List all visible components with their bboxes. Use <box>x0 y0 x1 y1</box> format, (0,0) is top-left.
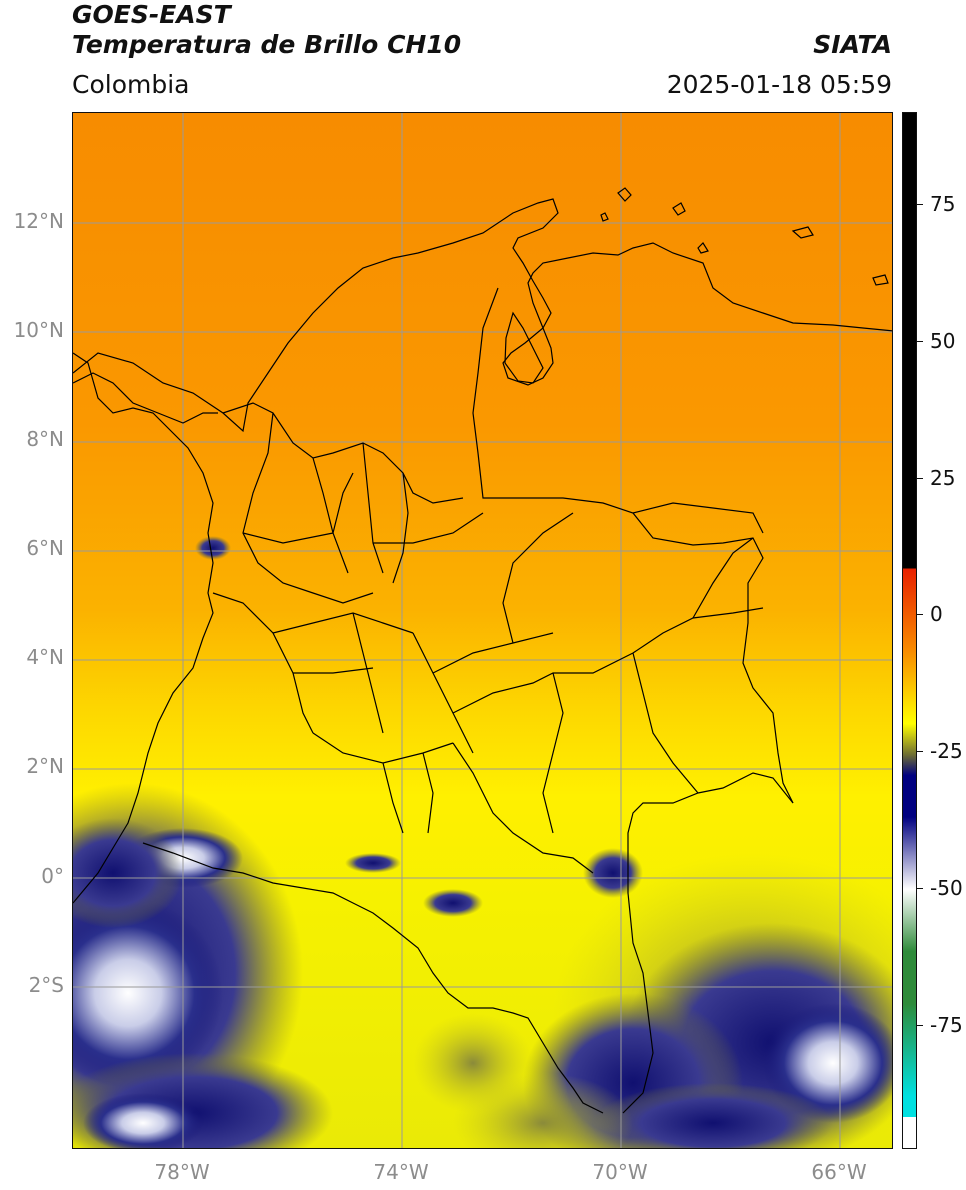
lon-label-74w: 74°W <box>373 1160 429 1184</box>
colorbar-label-minus50: -50 <box>930 876 963 900</box>
colorbar-label-75: 75 <box>930 192 956 216</box>
colombia-venezuela-border <box>472 287 794 804</box>
cloud-field-southeast <box>195 536 892 1148</box>
satellite-title: GOES-EAST <box>72 0 231 29</box>
colorbar-tick <box>917 204 923 205</box>
region-label: Colombia <box>72 70 190 99</box>
colorbar-tick <box>917 341 923 342</box>
lat-label-10n: 10°N <box>13 318 64 342</box>
product-title: Temperatura de Brillo CH10 <box>72 30 462 59</box>
colorbar-label-50: 50 <box>930 329 956 353</box>
venezuela-lines <box>632 502 764 619</box>
cloud-field-southwest <box>73 783 333 1148</box>
colorbar-tick <box>917 614 923 615</box>
caribbean-coastline <box>73 198 892 433</box>
lat-label-6n: 6°N <box>26 536 64 560</box>
colorbar-tick <box>917 888 923 889</box>
brightness-temperature-map <box>72 112 893 1149</box>
lat-label-2s: 2°S <box>28 973 64 997</box>
brand-label: SIATA <box>813 30 892 59</box>
colombia-brazil-border <box>622 772 794 1114</box>
colorbar-tick <box>917 751 923 752</box>
datetime-label: 2025-01-18 05:59 <box>666 70 892 99</box>
map-canvas <box>73 113 892 1148</box>
lat-label-0: 0° <box>41 864 64 888</box>
colorbar-label-minus75: -75 <box>930 1013 963 1037</box>
lat-label-2n: 2°N <box>26 754 64 778</box>
boundaries <box>73 187 892 1114</box>
colorbar-label-minus25: -25 <box>930 739 963 763</box>
lat-label-12n: 12°N <box>13 209 64 233</box>
department-lines <box>212 402 764 874</box>
graticule <box>73 113 892 1148</box>
colorbar-tick <box>917 1025 923 1026</box>
islands <box>600 187 889 286</box>
colorbar-tick <box>917 478 923 479</box>
pacific-coastline <box>73 352 214 904</box>
colorbar-label-0: 0 <box>930 602 943 626</box>
lat-label-8n: 8°N <box>26 427 64 451</box>
colorbar-label-25: 25 <box>930 466 956 490</box>
lon-label-78w: 78°W <box>154 1160 210 1184</box>
maracaibo-lake <box>504 311 544 384</box>
lon-label-66w: 66°W <box>811 1160 867 1184</box>
temperature-colorbar <box>902 112 917 1149</box>
lat-label-4n: 4°N <box>26 645 64 669</box>
lon-label-70w: 70°W <box>592 1160 648 1184</box>
panama-coast <box>73 372 218 424</box>
colombia-southern-border <box>142 842 604 1114</box>
